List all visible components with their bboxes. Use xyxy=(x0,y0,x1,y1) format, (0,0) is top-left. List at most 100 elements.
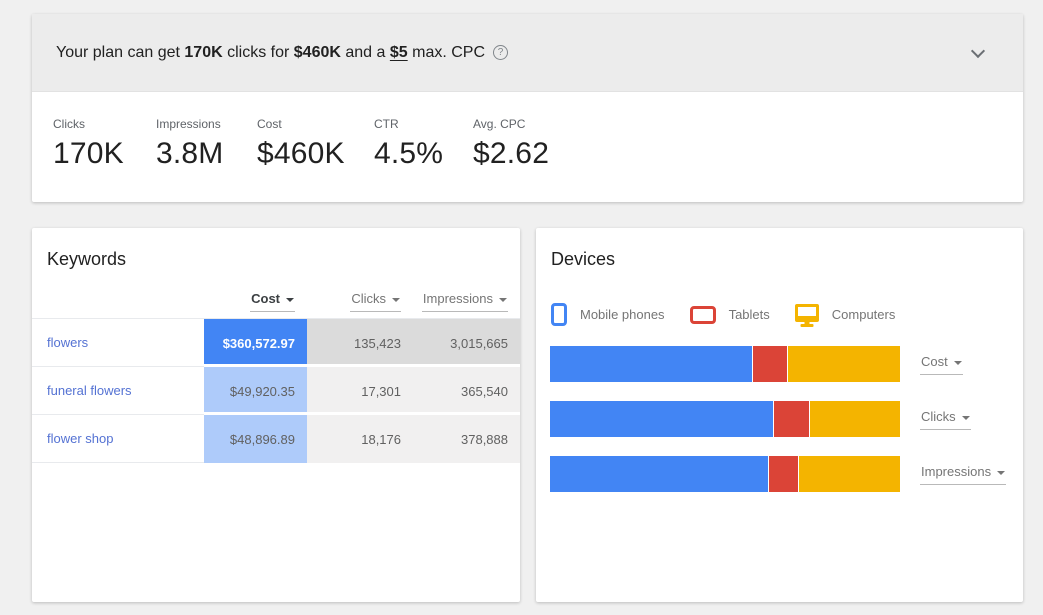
dropdown-button[interactable]: Clicks xyxy=(920,409,971,430)
keyword-link[interactable]: flowers xyxy=(32,319,204,367)
sort-dropdown-impressions[interactable]: Impressions xyxy=(421,291,508,312)
dropdown-label: Cost xyxy=(921,353,948,369)
metric-label: CTR xyxy=(374,117,399,131)
metric-label: Impressions xyxy=(156,117,221,131)
banner-clicks-value: 170K xyxy=(184,43,223,61)
caret-down-icon xyxy=(286,298,294,302)
keyword-column-spacer xyxy=(32,291,204,312)
plan-banner[interactable]: Your plan can get 170K clicks for $460K … xyxy=(32,14,1023,92)
cost-cell: $360,572.97 xyxy=(204,319,307,367)
metric-impressions: Impressions 3.8M xyxy=(156,117,257,171)
bar-segment-tablet xyxy=(768,456,799,492)
banner-text-part3: and a xyxy=(340,43,390,61)
caret-down-icon xyxy=(961,415,970,420)
bar-metric-dropdown-clicks[interactable]: Clicks xyxy=(920,409,971,430)
cost-cell: $49,920.35 xyxy=(204,367,307,415)
bar-metric-dropdown-cost[interactable]: Cost xyxy=(920,354,963,375)
table-row: funeral flowers $49,920.35 17,301 365,54… xyxy=(32,367,520,415)
bar-segment-mobile xyxy=(550,346,752,382)
bar-row-clicks: Clicks xyxy=(550,401,1023,437)
impressions-cell: 3,015,665 xyxy=(413,319,520,367)
keywords-table-header: Cost Clicks Impressions xyxy=(32,291,520,312)
metric-label: Cost xyxy=(257,117,282,131)
sort-label: Clicks xyxy=(351,291,386,306)
cost-cell: $48,896.89 xyxy=(204,415,307,463)
bar-segment-tablet xyxy=(751,346,787,382)
caret-down-icon xyxy=(953,360,962,365)
legend-item-tablets: Tablets xyxy=(689,305,770,324)
tablet-icon xyxy=(689,305,716,324)
stacked-bar-impressions xyxy=(550,456,900,492)
device-bars: Cost Clicks Impressions xyxy=(550,346,1023,492)
metric-avg-cpc: Avg. CPC $2.62 xyxy=(473,117,549,171)
metric-value: $2.62 xyxy=(473,137,550,170)
keyword-link[interactable]: flower shop xyxy=(32,415,204,463)
keywords-panel: Keywords Cost Clicks Impressions flowers… xyxy=(32,228,520,602)
help-icon[interactable]: ? xyxy=(493,45,509,60)
sort-dropdown-cost[interactable]: Cost xyxy=(250,291,295,312)
table-row: flower shop $48,896.89 18,176 378,888 xyxy=(32,415,520,463)
caret-down-icon xyxy=(392,298,400,302)
legend-item-computers: Computers xyxy=(794,303,896,322)
banner-text-part1: Your plan can get xyxy=(56,43,185,61)
bar-segment-computer xyxy=(808,401,900,437)
metric-value: $460K xyxy=(257,137,345,170)
keyword-link[interactable]: funeral flowers xyxy=(32,367,204,415)
bar-segment-computer xyxy=(798,456,900,492)
dropdown-label: Impressions xyxy=(921,463,992,479)
banner-text: Your plan can get 170K clicks for $460K … xyxy=(56,44,485,62)
bar-row-impressions: Impressions xyxy=(550,456,1023,492)
column-header-impressions: Impressions xyxy=(413,291,520,312)
legend-item-mobile-phones: Mobile phones xyxy=(551,303,665,326)
banner-text-part4: max. CPC xyxy=(407,43,486,61)
sort-label: Cost xyxy=(251,291,280,306)
chart-legend: Mobile phones Tablets Computers xyxy=(551,303,1023,326)
phone-icon xyxy=(551,303,567,326)
clicks-cell: 18,176 xyxy=(307,415,413,463)
impressions-cell: 365,540 xyxy=(413,367,520,415)
banner-text-part2: clicks for xyxy=(222,43,294,61)
bar-segment-mobile xyxy=(550,401,773,437)
metric-clicks: Clicks 170K xyxy=(53,117,156,171)
metric-label: Clicks xyxy=(53,117,85,131)
metric-value: 3.8M xyxy=(156,137,224,170)
stacked-bar-clicks xyxy=(550,401,900,437)
column-header-cost: Cost xyxy=(204,291,307,312)
bar-segment-mobile xyxy=(550,456,769,492)
metric-ctr: CTR 4.5% xyxy=(374,117,473,171)
column-header-clicks: Clicks xyxy=(307,291,413,312)
metric-value: 4.5% xyxy=(374,137,444,170)
dropdown-label: Clicks xyxy=(921,408,956,424)
devices-panel-title: Devices xyxy=(551,249,616,269)
table-row: flowers $360,572.97 135,423 3,015,665 xyxy=(32,319,520,367)
clicks-cell: 17,301 xyxy=(307,367,413,415)
keywords-table: flowers $360,572.97 135,423 3,015,665 fu… xyxy=(32,318,520,463)
dropdown-button[interactable]: Cost xyxy=(920,354,963,375)
banner-max-cpc-value[interactable]: $5 xyxy=(389,43,408,61)
devices-panel: Devices Mobile phones Tablets Computers … xyxy=(536,228,1023,602)
bar-row-cost: Cost xyxy=(550,346,1023,382)
keywords-panel-title: Keywords xyxy=(47,249,127,269)
metric-value: 170K xyxy=(53,137,124,170)
dropdown-button[interactable]: Impressions xyxy=(920,463,1007,485)
plan-summary-card: Your plan can get 170K clicks for $460K … xyxy=(32,14,1023,202)
legend-label: Mobile phones xyxy=(580,307,665,322)
stacked-bar-cost xyxy=(550,346,900,382)
monitor-icon xyxy=(794,303,819,322)
bar-segment-tablet xyxy=(772,401,809,437)
clicks-cell: 135,423 xyxy=(307,319,413,367)
bar-segment-computer xyxy=(786,346,900,382)
metric-label: Avg. CPC xyxy=(473,117,526,131)
caret-down-icon xyxy=(499,298,507,302)
bar-metric-dropdown-impressions[interactable]: Impressions xyxy=(920,463,1007,485)
metric-cost: Cost $460K xyxy=(257,117,374,171)
caret-down-icon xyxy=(997,470,1006,475)
sort-label: Impressions xyxy=(422,291,493,306)
legend-label: Tablets xyxy=(728,307,770,322)
chevron-down-icon[interactable] xyxy=(970,43,986,59)
legend-label: Computers xyxy=(831,307,896,322)
impressions-cell: 378,888 xyxy=(413,415,520,463)
sort-dropdown-clicks[interactable]: Clicks xyxy=(350,291,401,312)
banner-cost-value: $460K xyxy=(293,43,341,61)
metrics-row: Clicks 170K Impressions 3.8M Cost $460K … xyxy=(32,92,1023,171)
